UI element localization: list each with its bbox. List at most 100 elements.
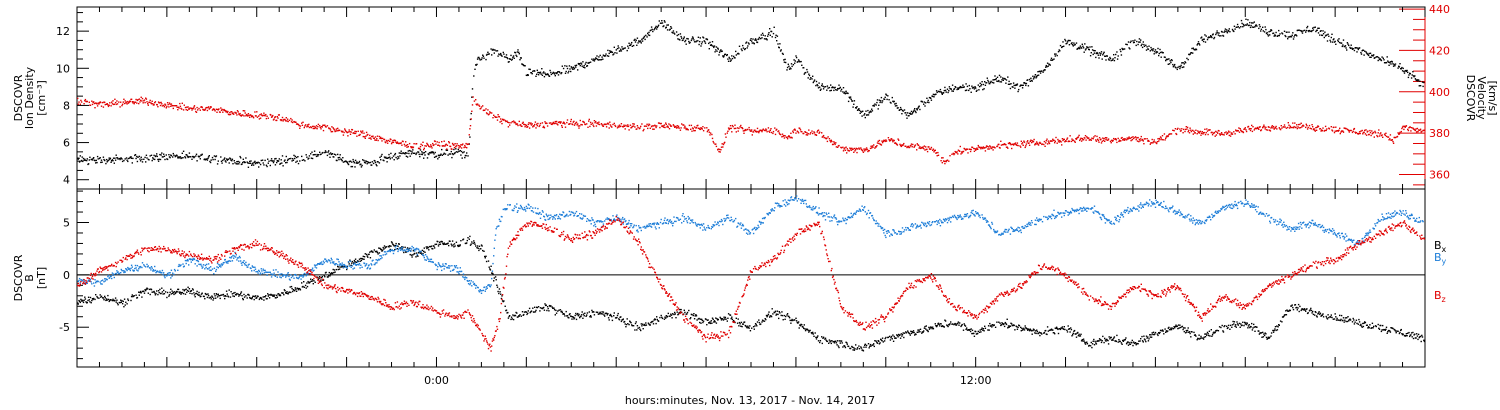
bfield-point-s0 (425, 246, 427, 248)
velocity-point-s0 (1371, 130, 1373, 132)
bfield-point-s0 (143, 290, 145, 293)
velocity-point-s0 (329, 127, 331, 130)
velocity-point-s0 (1407, 128, 1409, 131)
bfield-point-s0 (709, 321, 711, 323)
density-point-s0 (1346, 42, 1349, 44)
density-point-s0 (1024, 82, 1026, 85)
density-point-s0 (758, 36, 761, 39)
bfield-point-s0 (437, 245, 440, 247)
bfield-point-s0 (259, 296, 262, 299)
density-point-s0 (1322, 30, 1324, 32)
velocity-point-s0 (690, 128, 692, 130)
velocity-point-s0 (1106, 137, 1108, 139)
velocity-point-s0 (561, 126, 563, 128)
velocity-point-s0 (646, 123, 648, 125)
density-point-s0 (1422, 85, 1424, 88)
density-point-s0 (366, 163, 368, 165)
bfield-point-s0 (530, 310, 533, 312)
velocity-point-s0 (749, 129, 751, 131)
bfield-point-s0 (145, 289, 147, 292)
density-point-s0 (760, 34, 762, 36)
bfield-point-s0 (553, 307, 555, 309)
bfield-point-s0 (337, 265, 339, 268)
velocity-point-s0 (535, 127, 537, 129)
density-point-s0 (1266, 31, 1268, 34)
velocity-point-s0 (1192, 129, 1194, 132)
density-point-s0 (1319, 34, 1321, 36)
density-point-s0 (655, 25, 657, 28)
velocity-point-s0 (564, 123, 566, 125)
density-point-s0 (419, 155, 421, 158)
density-point-s0 (1398, 66, 1401, 68)
density-point-s0 (991, 81, 994, 84)
density-point-s0 (864, 113, 866, 115)
density-point-s0 (901, 113, 903, 115)
velocity-point-s0 (485, 112, 488, 114)
density-point-s0 (285, 162, 287, 164)
velocity-point-s0 (1325, 129, 1327, 132)
density-point-s0 (103, 158, 105, 161)
velocity-point-s0 (1360, 130, 1362, 132)
velocity-point-s0 (862, 151, 865, 153)
bfield-point-s0 (89, 301, 91, 303)
velocity-point-s0 (979, 146, 981, 149)
velocity-point-s0 (1299, 123, 1301, 126)
velocity-point-s0 (1017, 144, 1019, 147)
velocity-point-s0 (1175, 133, 1178, 136)
velocity-point-s0 (206, 109, 209, 112)
density-point-s0 (1138, 38, 1141, 40)
bfield-point-s0 (543, 309, 546, 311)
velocity-point-s0 (353, 132, 356, 135)
density-point-s0 (1270, 29, 1273, 32)
bfield-point-s0 (584, 312, 586, 314)
velocity-point-s0 (648, 124, 651, 126)
velocity-point-s0 (1021, 143, 1023, 145)
bfield-point-s0 (417, 255, 419, 257)
density-point-s0 (423, 152, 425, 154)
velocity-point-s0 (913, 146, 915, 148)
density-point-s0 (758, 38, 760, 40)
bfield-point-s0 (278, 294, 280, 297)
density-point-s0 (399, 152, 402, 154)
density-point-s0 (1175, 67, 1177, 69)
velocity-point-s0 (1189, 127, 1191, 129)
velocity-point-s0 (125, 102, 127, 104)
density-point-s0 (301, 155, 303, 158)
density-point-s0 (328, 150, 330, 152)
density-point-s0 (557, 71, 559, 73)
velocity-point-s0 (1093, 136, 1095, 138)
velocity-point-s0 (1154, 141, 1156, 143)
velocity-point-s0 (822, 135, 824, 138)
bfield-point-s0 (466, 242, 468, 244)
density-point-s0 (1376, 56, 1379, 58)
velocity-point-s0 (675, 127, 678, 129)
velocity-point-s0 (681, 123, 683, 125)
density-point-s0 (1113, 54, 1115, 56)
density-point-s0 (570, 70, 572, 73)
bfield-point-s0 (294, 287, 296, 289)
density-point-s0 (177, 157, 179, 159)
velocity-point-s0 (120, 101, 122, 103)
velocity-point-s0 (1401, 127, 1403, 130)
density-point-s0 (108, 157, 110, 159)
bfield-point-s0 (242, 298, 244, 301)
density-point-s0 (1066, 41, 1069, 43)
bfield-point-s0 (274, 294, 276, 296)
density-point-s0 (1337, 40, 1340, 43)
velocity-point-s0 (1396, 135, 1399, 138)
bfield-point-s0 (85, 301, 87, 303)
velocity-point-s0 (594, 122, 596, 124)
density-point-s0 (347, 163, 350, 166)
density-point-s0 (126, 159, 128, 161)
bfield-point-s0 (519, 314, 521, 316)
velocity-point-s0 (128, 101, 130, 104)
velocity-point-s0 (849, 147, 851, 149)
velocity-point-s0 (977, 144, 979, 147)
density-point-s0 (1296, 35, 1298, 37)
velocity-point-s0 (843, 148, 845, 150)
velocity-point-s0 (196, 106, 198, 109)
density-point-s0 (153, 154, 155, 157)
density-point-s0 (1256, 25, 1258, 27)
velocity-point-s0 (147, 104, 149, 106)
density-point-s0 (1202, 40, 1205, 43)
